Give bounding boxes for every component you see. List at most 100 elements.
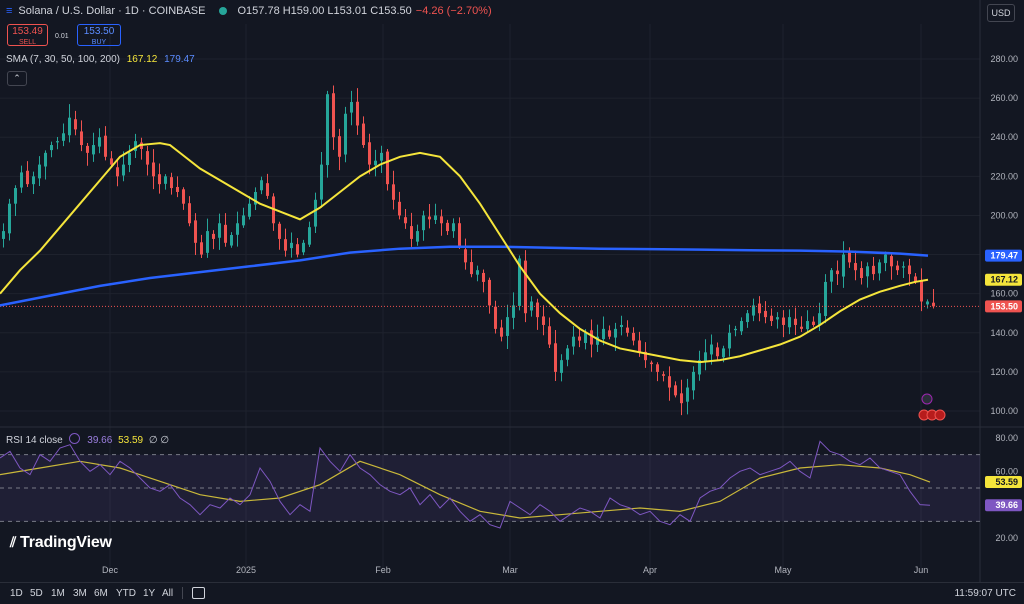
candle [704, 352, 707, 362]
candle [494, 306, 497, 329]
buy-button[interactable]: 153.50 BUY [77, 24, 121, 46]
candle [884, 254, 887, 264]
candle [242, 215, 245, 226]
collapse-legend-button[interactable]: ⌃ [7, 71, 27, 86]
rsi-extra: ∅ ∅ [148, 435, 170, 446]
sell-price: 153.49 [12, 26, 43, 37]
rsi-badge: 39.66 [995, 500, 1018, 510]
rsi-settings-icon[interactable] [69, 433, 81, 444]
candle [446, 222, 449, 232]
candle [44, 152, 47, 167]
candle [146, 151, 149, 165]
candle [218, 223, 221, 238]
sma-value-yellow: 167.12 [126, 54, 158, 65]
candle [716, 347, 719, 357]
last-price-badge-bg [985, 300, 1022, 313]
candle [662, 374, 665, 376]
price-tick-label: 220.00 [990, 171, 1018, 181]
candle [518, 258, 521, 306]
time-tick-label: Feb [375, 565, 391, 575]
candle [728, 332, 731, 349]
candle [812, 321, 815, 325]
candle [668, 376, 671, 388]
candle [614, 328, 617, 338]
candle [428, 216, 431, 220]
buy-price: 153.50 [83, 26, 115, 37]
rsi-pane: 53.59 39.66 [0, 440, 1022, 529]
candle [500, 327, 503, 337]
candle [68, 117, 71, 136]
candle [734, 328, 737, 331]
timeframe-button-1y[interactable]: 1Y [143, 588, 156, 599]
price-tick-label: 260.00 [990, 93, 1018, 103]
candle [566, 348, 569, 360]
rsi-legend[interactable]: RSI 14 close 39.66 53.59 ∅ ∅ [6, 433, 169, 446]
candle [788, 317, 791, 328]
sell-button[interactable]: 153.49 SELL [7, 24, 48, 46]
candle [698, 360, 701, 375]
candle [176, 186, 179, 192]
candle [620, 324, 623, 328]
candle [110, 158, 113, 165]
candle [722, 348, 725, 358]
candle [332, 93, 335, 138]
chart-header: ≡ Solana / U.S. Dollar · 1D · COINBASE O… [6, 5, 492, 17]
rsi-ma-badge-bg [985, 476, 1022, 489]
time-tick-label: Jun [914, 565, 929, 575]
timeframe-button-ytd[interactable]: YTD [116, 588, 136, 599]
rsi-value: 39.66 [87, 435, 113, 446]
candle [584, 332, 587, 344]
timeframe-button-1d[interactable]: 1D [10, 588, 23, 599]
candle [836, 270, 839, 275]
candle [440, 216, 443, 224]
market-status-icon [219, 7, 228, 15]
candle [206, 231, 209, 253]
candle [248, 203, 251, 217]
timeframe-button-5d[interactable]: 5D [30, 588, 43, 599]
candle [32, 176, 35, 185]
candle [164, 176, 167, 184]
sma-blue-line [0, 245, 929, 307]
rsi-badge-bg [985, 499, 1022, 512]
candle [368, 142, 371, 165]
candle [674, 385, 677, 396]
candle [260, 180, 263, 191]
price-tick-label: 120.00 [990, 367, 1018, 377]
candle [362, 123, 365, 146]
timeframe-button-3m[interactable]: 3M [73, 588, 87, 599]
candle [932, 302, 935, 307]
sma-blue-badge-bg [985, 249, 1022, 262]
tradingview-logo[interactable]: ⫽ TradingView [10, 534, 112, 552]
buy-label: BUY [91, 39, 107, 46]
candle [458, 223, 461, 247]
candle [590, 330, 593, 345]
symbol-menu-icon[interactable]: ≡ [6, 5, 13, 17]
candle [326, 94, 329, 166]
calendar-icon[interactable] [192, 587, 205, 599]
candle [560, 360, 563, 373]
timeframe-button-all[interactable]: All [162, 588, 174, 599]
candle [404, 217, 407, 224]
candle [536, 302, 539, 318]
candle [680, 393, 683, 404]
candle [20, 172, 23, 188]
time-tick-label: Mar [502, 565, 518, 575]
currency-button[interactable]: USD [987, 4, 1015, 22]
timeframe-button-1m[interactable]: 1M [51, 588, 65, 599]
sma-legend[interactable]: SMA (7, 30, 50, 100, 200) 167.12 179.47 [6, 54, 195, 65]
timeframe-button-6m[interactable]: 6M [94, 588, 108, 599]
candle [782, 317, 785, 325]
candle [134, 141, 137, 151]
symbol-title[interactable]: Solana / U.S. Dollar · 1D · COINBASE [18, 5, 206, 17]
lightning-event-icon [921, 393, 933, 405]
candle [2, 231, 5, 239]
event-markers [918, 393, 946, 421]
candle [740, 321, 743, 332]
candle [512, 305, 515, 318]
candle [908, 265, 911, 275]
candle [434, 215, 437, 220]
rsi-tick-label: 80.00 [995, 433, 1018, 443]
utc-clock[interactable]: 11:59:07 UTC [954, 588, 1016, 599]
candle [902, 266, 905, 268]
